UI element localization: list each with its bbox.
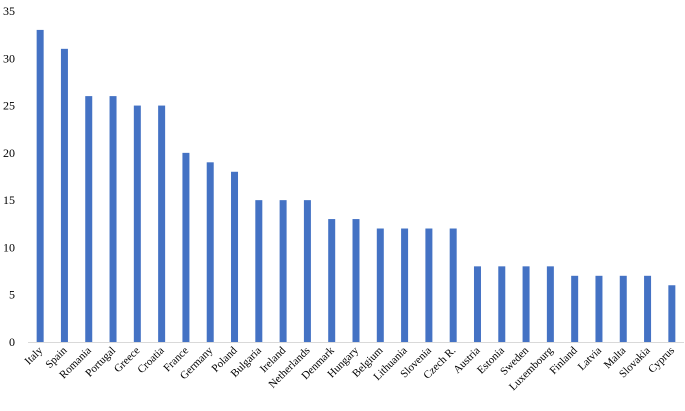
bar-hungary xyxy=(352,219,360,342)
bar-finland xyxy=(571,275,579,342)
x-axis: ItalySpainRomaniaPortugalGreeceCroatiaFr… xyxy=(23,342,684,393)
x-tick-label: Italy xyxy=(23,344,46,367)
bar-austria xyxy=(473,266,481,342)
y-tick-label: 15 xyxy=(3,193,15,207)
x-tick-label: Croatia xyxy=(135,345,166,376)
bar-luxembourg xyxy=(546,266,554,342)
bar-croatia xyxy=(158,105,166,342)
bar-romania xyxy=(85,96,93,342)
bar-france xyxy=(182,152,190,342)
y-axis: 0 5 10 15 20 25 30 35 xyxy=(3,4,15,349)
bar-latvia xyxy=(595,275,603,342)
y-tick-label: 20 xyxy=(3,146,15,160)
x-tick-label: Latvia xyxy=(576,345,604,373)
y-tick-label: 0 xyxy=(9,335,15,349)
y-tick-label: 35 xyxy=(3,4,15,18)
bar-portugal xyxy=(109,96,117,342)
bar-bulgaria xyxy=(255,200,263,342)
bar-cyprus xyxy=(668,285,676,342)
bar-italy xyxy=(36,29,44,342)
y-tick-label: 10 xyxy=(3,240,15,254)
bar-czech-r xyxy=(449,228,457,342)
bar-lithuania xyxy=(401,228,409,342)
bar-sweden xyxy=(522,266,530,342)
x-tick-label: Cyprus xyxy=(646,345,677,376)
x-tick-label: Finland xyxy=(548,344,581,377)
bar-poland xyxy=(231,171,239,342)
bar-estonia xyxy=(498,266,506,342)
bar-ireland xyxy=(279,200,287,342)
bar-belgium xyxy=(376,228,384,342)
y-tick-label: 5 xyxy=(9,288,15,302)
bar-malta xyxy=(619,275,627,342)
bars xyxy=(36,29,676,342)
bar-greece xyxy=(133,105,141,342)
y-tick-label: 30 xyxy=(3,51,15,65)
bar-slovakia xyxy=(644,275,652,342)
bar-spain xyxy=(60,48,68,342)
bar-slovenia xyxy=(425,228,433,342)
y-tick-label: 25 xyxy=(3,99,15,113)
bar-netherlands xyxy=(303,200,311,342)
bar-germany xyxy=(206,162,214,342)
bar-denmark xyxy=(328,219,336,342)
